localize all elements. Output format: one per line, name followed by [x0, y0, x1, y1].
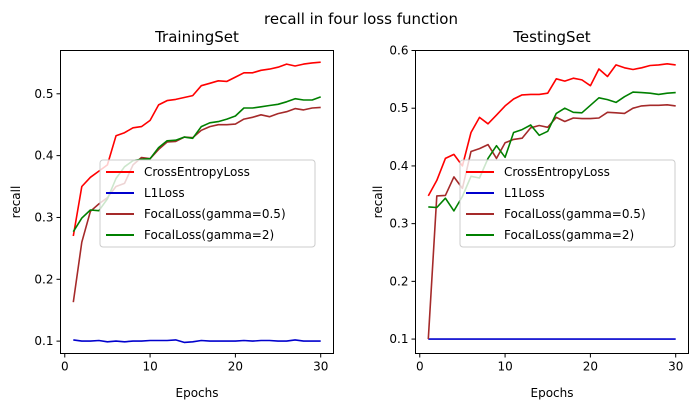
y-tick-label: 0.4: [34, 149, 53, 163]
y-tick-label: 0.5: [389, 101, 408, 115]
plot-frame: [415, 50, 689, 354]
y-axis-label: recall: [9, 186, 23, 219]
figure-title: recall in four loss function: [264, 10, 458, 28]
series-line-l1loss: [73, 339, 321, 344]
legend-box: [99, 159, 316, 248]
x-tick-label: 0: [416, 360, 424, 374]
x-tick-label: 20: [583, 360, 598, 374]
legend-entry: CrossEntropyLoss: [144, 165, 250, 179]
y-tick-label: 0.3: [34, 210, 53, 224]
y-tick-label: 0.3: [389, 217, 408, 231]
chart-title: TestingSet: [512, 28, 590, 46]
legend: CrossEntropyLoss L1Loss FocalLoss(gamma=…: [459, 159, 676, 248]
x-tick-label: 10: [142, 360, 157, 374]
y-tick-label: 0.1: [34, 334, 53, 348]
x-tick-label: 0: [61, 360, 69, 374]
plot-frame: [60, 50, 334, 354]
y-tick-label: 0.2: [389, 274, 408, 288]
series-line-crossentropyloss: [72, 61, 321, 237]
y-tick-label: 0.2: [34, 272, 53, 286]
legend-entry: FocalLoss(gamma=2): [504, 228, 634, 242]
legend-entry: FocalLoss(gamma=2): [144, 228, 274, 242]
x-tick-label: 20: [228, 360, 243, 374]
legend: CrossEntropyLoss L1Loss FocalLoss(gamma=…: [99, 159, 316, 248]
x-tick-label: 30: [668, 360, 683, 374]
y-tick-label: 0.1: [389, 332, 408, 346]
testing-set-chart: TestingSet 0 10 20 30 0.1 0.2 0.3 0.4 0.5 0.6 Epo…: [371, 28, 689, 400]
legend-entry: L1Loss: [504, 186, 545, 200]
legend-box: [459, 159, 676, 248]
training-set-chart: TrainingSet 0 10 20 30 0.1 0.2 0.3 0.4 0.5 Epoch…: [9, 28, 334, 400]
x-tick-label: 30: [313, 360, 328, 374]
y-axis-label: recall: [371, 186, 385, 219]
chart-title: TrainingSet: [154, 28, 239, 46]
x-tick-label: 10: [497, 360, 512, 374]
series-line-crossentropyloss: [427, 62, 676, 197]
y-tick-label: 0.5: [34, 87, 53, 101]
legend-entry: CrossEntropyLoss: [504, 165, 610, 179]
y-tick-label: 0.4: [389, 159, 408, 173]
x-axis-label: Epochs: [531, 386, 574, 400]
legend-entry: FocalLoss(gamma=0.5): [504, 207, 646, 221]
legend-entry: L1Loss: [144, 186, 185, 200]
x-axis-label: Epochs: [176, 386, 219, 400]
y-tick-label: 0.6: [389, 44, 408, 58]
legend-entry: FocalLoss(gamma=0.5): [144, 207, 286, 221]
